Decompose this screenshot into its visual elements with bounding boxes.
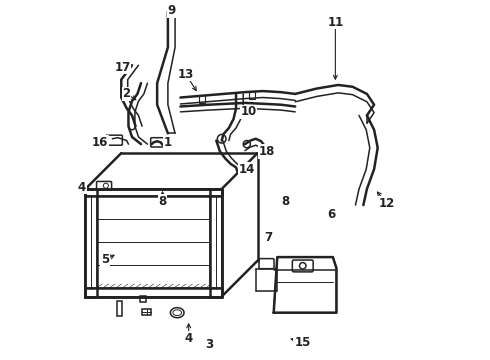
Text: 17: 17 xyxy=(114,60,130,73)
Circle shape xyxy=(218,134,226,143)
Text: 18: 18 xyxy=(259,145,275,158)
Polygon shape xyxy=(210,189,221,297)
Circle shape xyxy=(243,140,250,148)
Circle shape xyxy=(299,262,306,269)
Text: 16: 16 xyxy=(92,136,108,149)
Polygon shape xyxy=(274,257,337,313)
FancyBboxPatch shape xyxy=(106,135,122,145)
Bar xyxy=(199,95,205,103)
Bar xyxy=(249,91,255,99)
Polygon shape xyxy=(85,189,221,196)
Bar xyxy=(143,309,151,315)
Bar xyxy=(117,301,122,316)
Text: 10: 10 xyxy=(241,105,257,118)
Text: 12: 12 xyxy=(379,197,395,210)
Text: 8: 8 xyxy=(281,195,289,208)
Text: 15: 15 xyxy=(294,336,311,348)
Text: 3: 3 xyxy=(205,338,213,351)
Text: 1: 1 xyxy=(164,136,172,149)
Polygon shape xyxy=(85,288,221,297)
Text: 13: 13 xyxy=(178,68,194,81)
Text: 4: 4 xyxy=(78,181,86,194)
FancyBboxPatch shape xyxy=(293,260,313,272)
Polygon shape xyxy=(85,189,97,297)
Text: 8: 8 xyxy=(158,195,167,208)
Text: 9: 9 xyxy=(168,4,175,17)
Text: 2: 2 xyxy=(122,87,131,100)
Text: 11: 11 xyxy=(327,16,343,29)
Text: 7: 7 xyxy=(264,231,272,244)
FancyBboxPatch shape xyxy=(97,181,112,190)
Bar xyxy=(140,296,146,302)
Circle shape xyxy=(103,183,108,188)
Text: 14: 14 xyxy=(239,163,255,176)
Text: 5: 5 xyxy=(101,253,109,266)
Text: 4: 4 xyxy=(185,332,193,345)
Text: 6: 6 xyxy=(327,208,335,221)
FancyBboxPatch shape xyxy=(151,138,166,147)
FancyBboxPatch shape xyxy=(259,258,274,269)
